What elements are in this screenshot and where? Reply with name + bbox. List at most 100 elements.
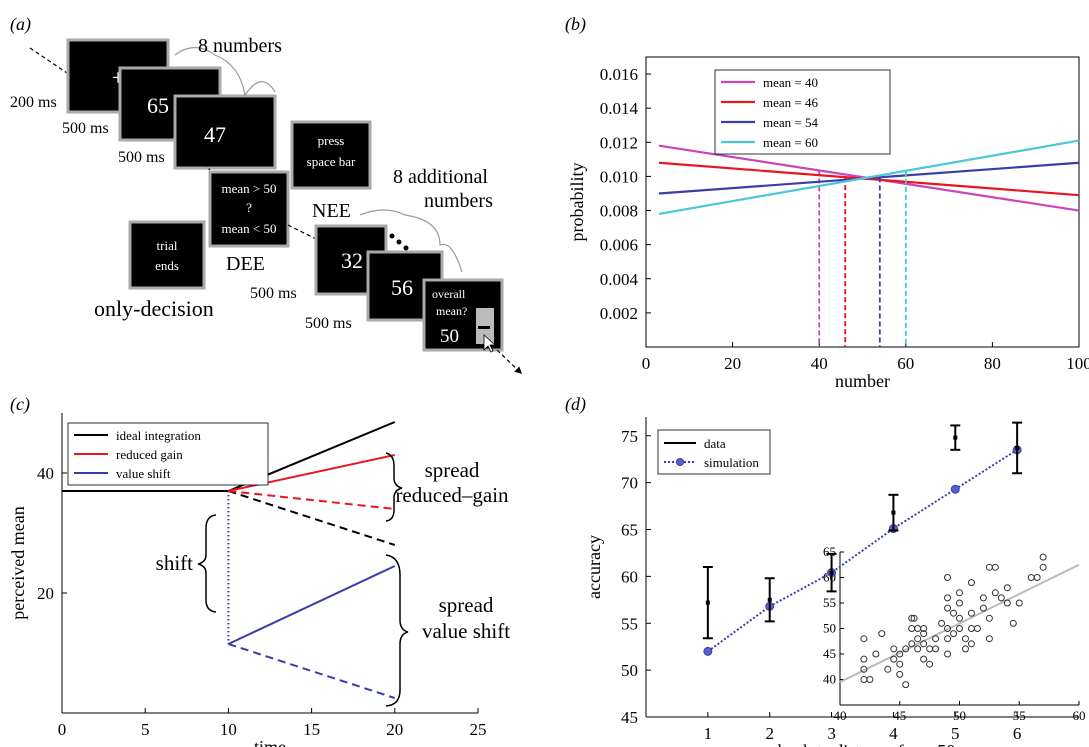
inset-y-tick-label: 40 — [823, 672, 836, 687]
plot-frame — [645, 56, 1080, 348]
panel-c: (c) 20 40 0 5 10 15 20 25 time perceived mean idea… — [8, 394, 510, 747]
press-line-2: space bar — [307, 154, 356, 169]
brace-shift — [197, 514, 217, 613]
spread-rg-line-2: reduced–gain — [395, 483, 509, 507]
y-axis-label: accuracy — [584, 535, 604, 599]
y-tick-label: 65 — [621, 521, 638, 540]
decision-line-1: mean > 50 — [222, 181, 277, 196]
inset-point — [1015, 599, 1023, 607]
ellipsis-dot — [208, 86, 214, 92]
legend-label: value shift — [116, 466, 171, 481]
inset-point — [866, 676, 874, 683]
spread-rg-line-1: spread — [425, 458, 480, 482]
x-tick-label: 3 — [827, 724, 836, 743]
inset-point — [956, 625, 963, 632]
y-tick-label: 60 — [621, 567, 638, 586]
y-axis-label: probability — [567, 163, 587, 242]
x-tick-label: 1 — [704, 724, 713, 743]
inset-point — [1039, 553, 1047, 561]
x-axis-label: absolute distance from 50 — [770, 741, 955, 747]
series-line — [227, 565, 396, 645]
y-tick-label: 20 — [37, 584, 54, 603]
final-value: 50 — [440, 326, 459, 347]
number-47: 47 — [204, 122, 226, 147]
inset-x-tick-label: 60 — [1073, 708, 1086, 723]
series-line — [658, 139, 1080, 216]
dee-label: DEE — [226, 253, 265, 275]
y-tick-label: 0.008 — [600, 202, 638, 221]
x-axis-label: time — [254, 737, 286, 747]
y-tick-label: 0.012 — [600, 133, 638, 152]
inset-point — [902, 681, 910, 689]
data-point — [829, 570, 834, 575]
legend-label: reduced gain — [116, 447, 183, 462]
inset-x-tick-label: 55 — [1013, 708, 1026, 723]
shift-label: shift — [156, 551, 194, 575]
y-tick-label: 45 — [621, 708, 638, 727]
press-line-1: press — [318, 133, 345, 148]
inset-point — [920, 630, 928, 638]
inset-point — [979, 594, 987, 602]
y-tick-label: 0.006 — [600, 236, 638, 255]
inset-point — [985, 614, 993, 622]
inset-fit-line — [839, 563, 1080, 683]
series-dashed-branch — [228, 643, 396, 699]
data-point — [705, 600, 710, 605]
number-32: 32 — [341, 248, 363, 273]
brace-label-additional-1: 8 additional — [393, 166, 488, 188]
timeline-in — [29, 47, 71, 76]
simulation-point — [703, 646, 713, 656]
trial-line-1: trial — [157, 238, 178, 253]
decision-line-2: ? — [246, 200, 252, 215]
series-dashed-branch — [228, 490, 395, 510]
number-56: 56 — [391, 275, 413, 300]
inset-point — [967, 579, 975, 587]
legend-label: ideal integration — [116, 428, 201, 443]
decision-line-3: mean < 50 — [222, 221, 277, 236]
brace-spread-reduced-gain — [385, 452, 403, 522]
brace-additional — [359, 209, 463, 273]
inset-point — [967, 640, 975, 648]
legend-label: mean = 54 — [763, 115, 818, 130]
legend-label: data — [704, 436, 726, 451]
x-tick-label: 60 — [897, 354, 914, 373]
x-tick-label: 0 — [642, 354, 651, 373]
legend-label: mean = 40 — [763, 75, 818, 90]
x-tick-label: 20 — [724, 354, 741, 373]
inset-point — [956, 614, 963, 622]
x-tick-label: 10 — [220, 720, 237, 739]
simulation-line — [707, 448, 1018, 653]
panel-a: (a) + 200 ms 65 500 ms 47 500 ms 8 numbe… — [10, 14, 523, 375]
x-tick-label: 5 — [141, 720, 150, 739]
slider-thumb-icon — [478, 326, 490, 329]
brace-8-numbers — [174, 46, 276, 97]
trial-line-2: ends — [155, 258, 179, 273]
panel-b-label: (b) — [565, 14, 586, 35]
brace-label-8-numbers: 8 numbers — [198, 35, 282, 57]
brace-label-additional-2: numbers — [424, 190, 493, 212]
inset-point — [860, 635, 868, 643]
y-tick-label: 0.004 — [600, 270, 639, 289]
inset-point — [890, 645, 898, 653]
y-tick-label: 0.002 — [600, 304, 638, 323]
y-tick-label: 0.016 — [600, 65, 638, 84]
timeline-out — [496, 349, 523, 375]
x-tick-label: 0 — [58, 720, 67, 739]
simulation-point — [950, 484, 960, 494]
x-tick-label: 20 — [386, 720, 403, 739]
inset-point — [872, 650, 880, 658]
panel-d-label: (d) — [565, 394, 586, 415]
inset-point — [860, 655, 868, 663]
final-line-1: overall — [432, 287, 466, 301]
time-500ms-b: 500 ms — [118, 149, 165, 166]
x-axis-label: number — [835, 371, 890, 391]
y-tick-label: 70 — [621, 474, 638, 493]
inset-x-tick-label: 50 — [953, 708, 966, 723]
x-tick-label: 80 — [984, 354, 1001, 373]
inset-point — [896, 660, 904, 668]
inset-point — [961, 635, 969, 643]
data-point — [1015, 445, 1020, 450]
inset-point — [860, 665, 868, 673]
inset-point — [956, 599, 963, 607]
legend-label: simulation — [704, 455, 759, 470]
